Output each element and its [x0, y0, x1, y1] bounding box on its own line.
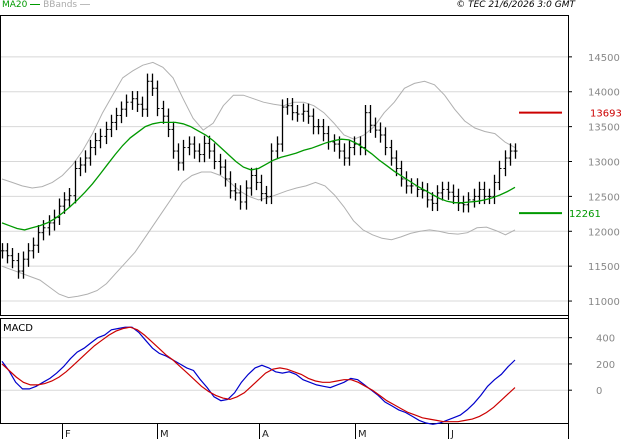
signal-line [1, 326, 516, 423]
macd-tick-label: 200 [596, 360, 615, 371]
price-panel [0, 15, 569, 316]
price-tick-label: 13500 [588, 123, 620, 134]
legend-bbands: BBands [43, 0, 78, 10]
price-tick-label: 11500 [588, 262, 620, 273]
legend: MA20 BBands [2, 0, 90, 10]
bb-lower-line [1, 171, 516, 299]
month-label: M [160, 429, 169, 440]
macd-panel [0, 318, 569, 424]
price-tick-label: 12500 [588, 192, 620, 203]
price-tick-label: 13000 [588, 158, 620, 169]
price-tick-label: 14500 [588, 53, 620, 64]
month-label: A [262, 429, 269, 440]
macd-panel-label: MACD [3, 323, 33, 334]
price-tick-label: 14000 [588, 88, 620, 99]
macd-tick-label: 0 [596, 386, 602, 397]
month-label: J [450, 429, 454, 440]
copyright: © TEC 21/6/2026 3:0 GMT [456, 0, 575, 10]
price-tick-label: 11000 [588, 297, 620, 308]
legend-ma-swatch [30, 4, 41, 5]
legend-bb-swatch [79, 4, 90, 5]
support-level-label: 12261 [569, 209, 601, 220]
resistance-level-label: 13693 [590, 109, 622, 120]
macd-tick-label: 400 [596, 334, 615, 345]
ma20-line [1, 121, 516, 231]
macd-line [1, 326, 516, 425]
month-label: F [65, 429, 71, 440]
month-label: M [358, 429, 367, 440]
bb-upper-line [1, 61, 516, 189]
price-tick-label: 12000 [588, 227, 620, 238]
legend-ma: MA20 [2, 0, 28, 10]
